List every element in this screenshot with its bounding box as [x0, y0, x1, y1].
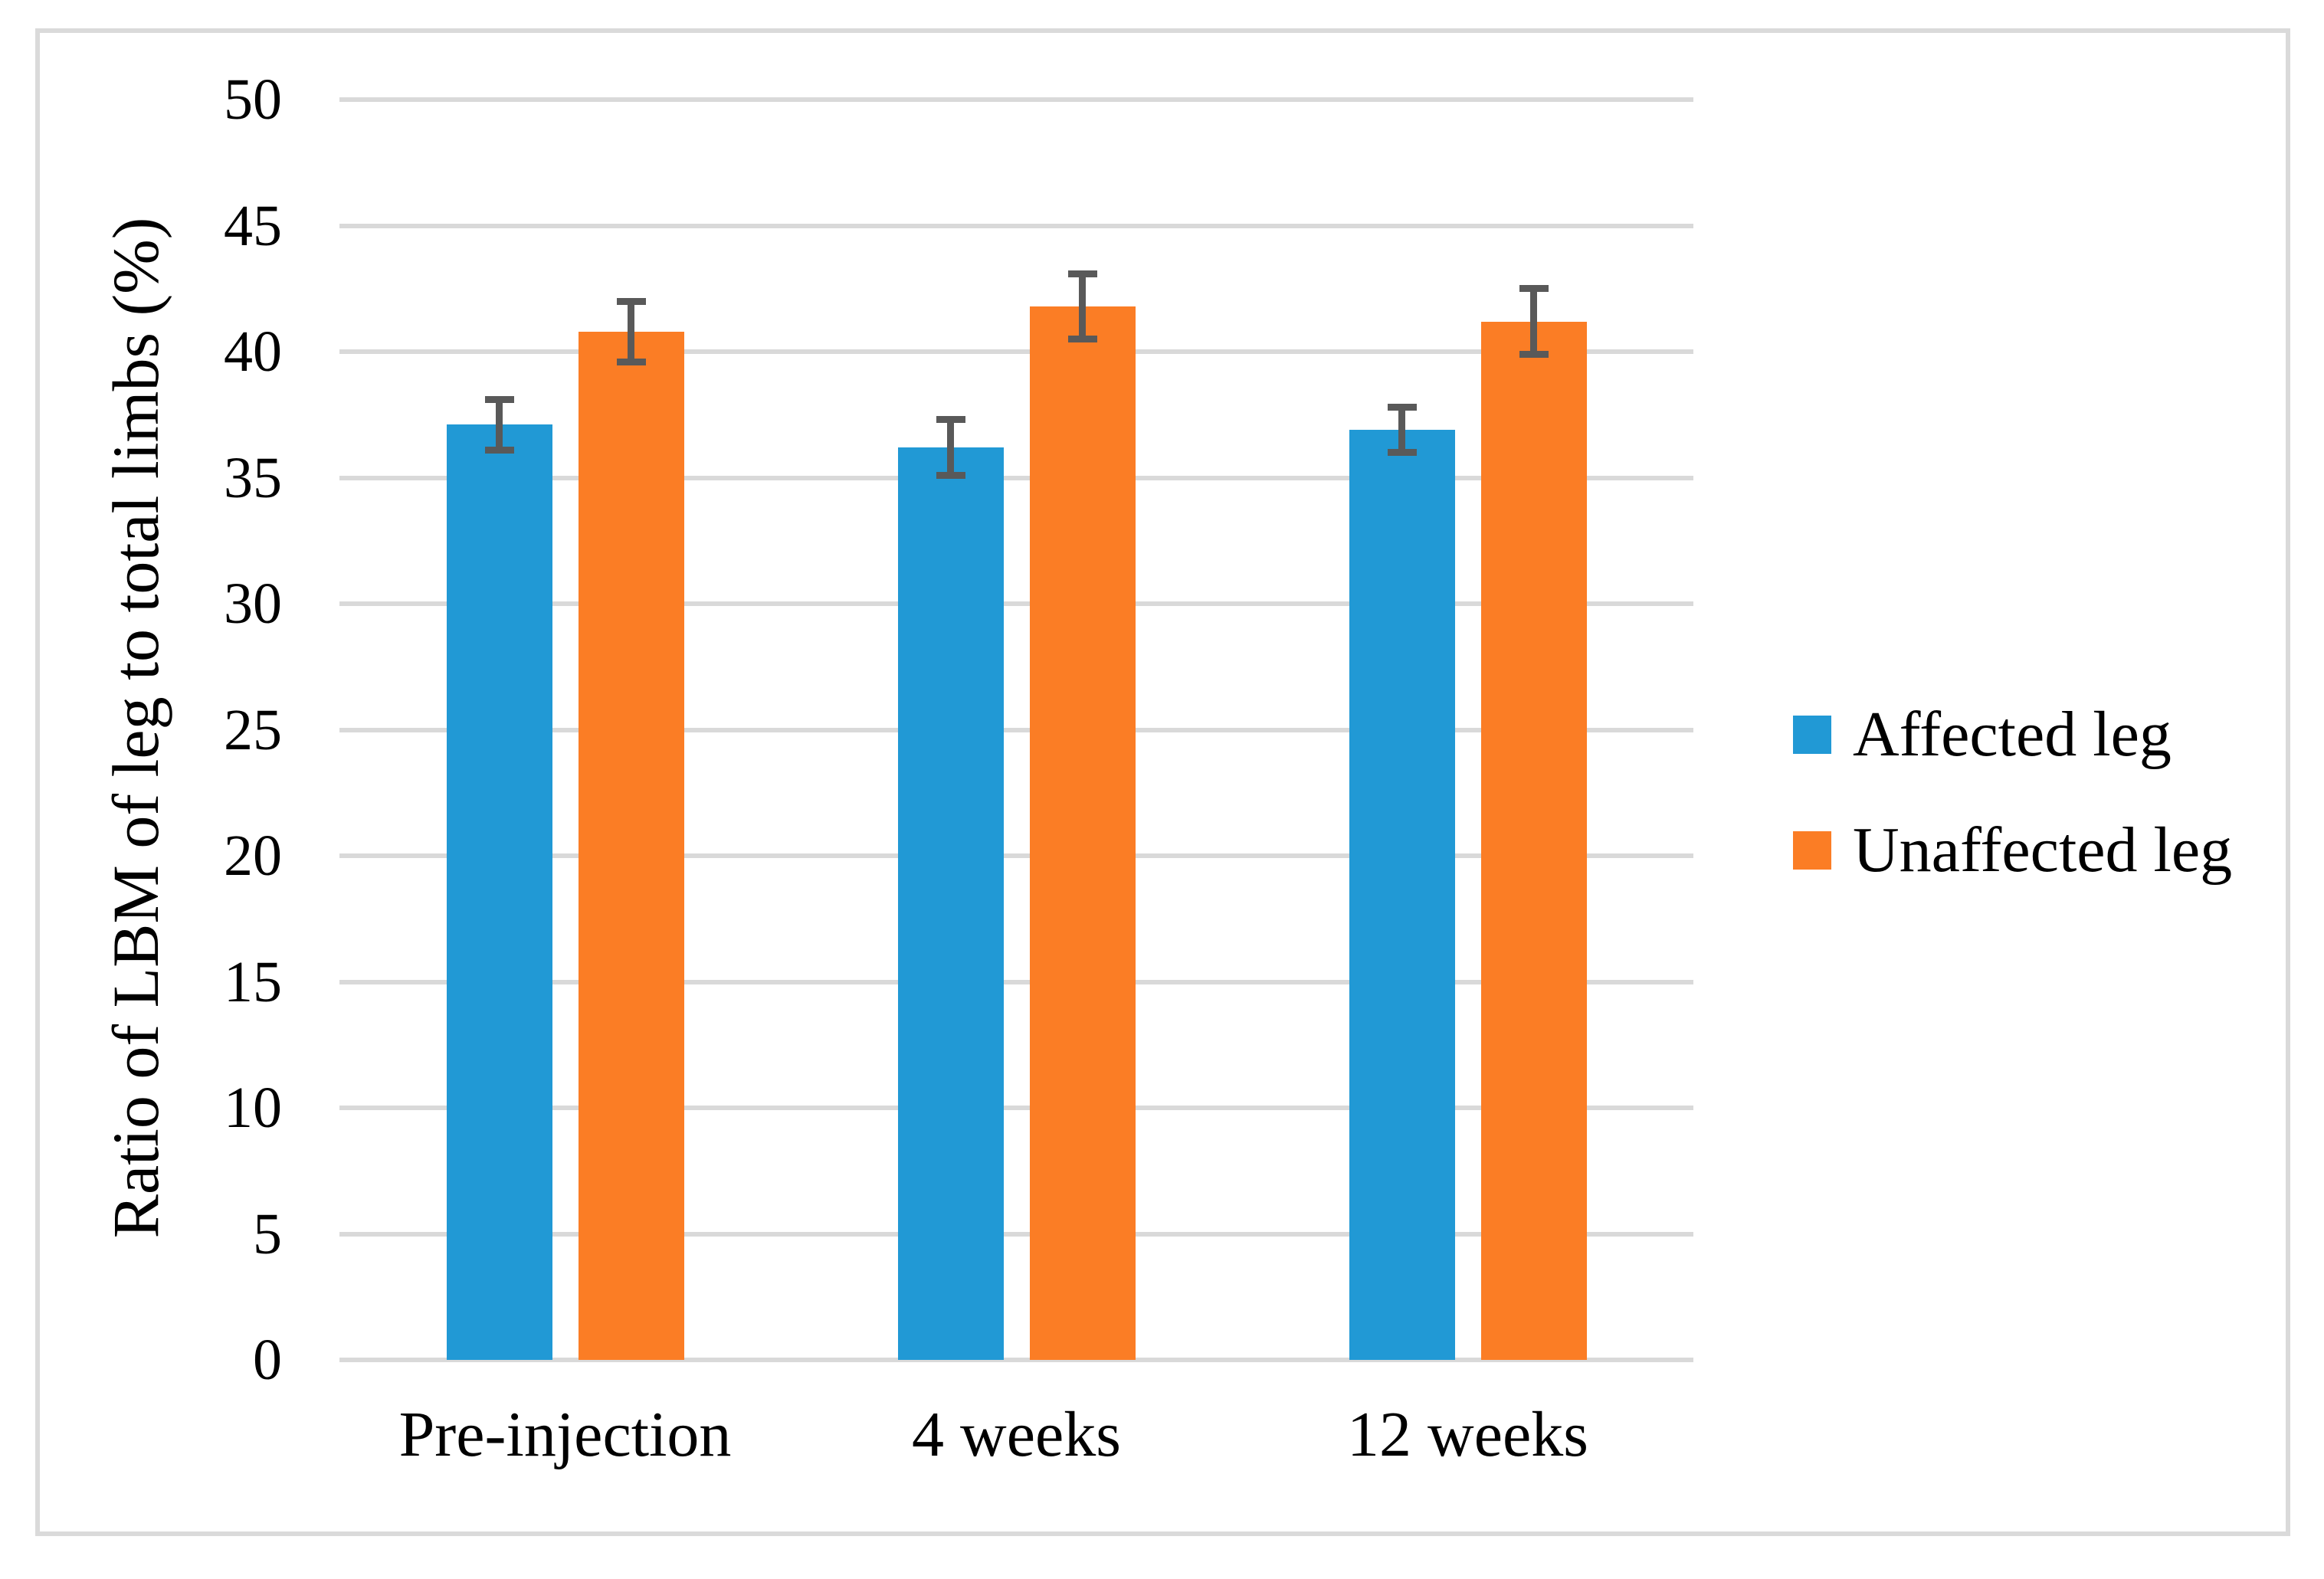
error-whisker-affected-leg-pre-injection — [496, 399, 503, 450]
chart-frame — [35, 28, 2290, 1536]
error-whisker-unaffected-leg-4-weeks — [1079, 274, 1086, 339]
error-cap-top-unaffected-leg-4-weeks — [1067, 270, 1097, 277]
x-category-label-pre-injection: Pre-injection — [398, 1399, 732, 1470]
legend-label-unaffected-leg: Unaffected leg — [1853, 814, 2233, 886]
y-tick-label-0: 0 — [253, 1328, 282, 1392]
error-cap-top-affected-leg-pre-injection — [484, 396, 514, 403]
y-axis-title: Ratio of LBM of leg to total limbs (%) — [99, 217, 172, 1239]
error-cap-bottom-affected-leg-pre-injection — [484, 446, 514, 454]
bar-affected-leg-12-weeks — [1349, 429, 1455, 1360]
bar-affected-leg-pre-injection — [446, 424, 552, 1360]
x-axis-line — [339, 1358, 1693, 1362]
gridline-10 — [339, 1106, 1693, 1110]
error-cap-bottom-unaffected-leg-4-weeks — [1067, 336, 1097, 343]
y-tick-label-45: 45 — [224, 193, 282, 258]
error-cap-top-affected-leg-12-weeks — [1387, 403, 1417, 411]
error-cap-top-affected-leg-4-weeks — [936, 416, 965, 424]
gridline-45 — [339, 223, 1693, 228]
y-tick-label-50: 50 — [224, 67, 282, 132]
gridline-40 — [339, 349, 1693, 354]
y-tick-label-20: 20 — [224, 824, 282, 888]
bar-affected-leg-4-weeks — [897, 447, 1004, 1360]
x-category-label-4-weeks: 4 weeks — [912, 1399, 1121, 1470]
error-cap-bottom-unaffected-leg-12-weeks — [1519, 350, 1549, 358]
legend-item-affected-leg: Affected leg — [1793, 703, 2172, 767]
x-category-label-12-weeks: 12 weeks — [1347, 1399, 1588, 1470]
legend-swatch-affected-leg — [1793, 716, 1831, 754]
gridline-5 — [339, 1231, 1693, 1237]
y-tick-label-15: 15 — [224, 949, 282, 1014]
bar-unaffected-leg-12-weeks — [1480, 321, 1587, 1360]
error-whisker-unaffected-leg-pre-injection — [628, 301, 634, 362]
gridline-50 — [339, 97, 1693, 102]
gridline-25 — [339, 727, 1693, 732]
gridline-30 — [339, 601, 1693, 606]
bar-unaffected-leg-4-weeks — [1029, 306, 1136, 1360]
legend-label-affected-leg: Affected leg — [1853, 699, 2172, 770]
gridline-35 — [339, 475, 1693, 480]
y-tick-label-25: 25 — [224, 697, 282, 762]
error-whisker-affected-leg-12-weeks — [1398, 407, 1405, 453]
error-cap-bottom-unaffected-leg-pre-injection — [616, 358, 646, 365]
error-cap-bottom-affected-leg-12-weeks — [1387, 449, 1417, 457]
legend-item-unaffected-leg: Unaffected leg — [1793, 818, 2232, 883]
error-cap-top-unaffected-leg-pre-injection — [616, 297, 646, 305]
y-tick-label-40: 40 — [224, 319, 282, 384]
y-tick-label-35: 35 — [224, 445, 282, 510]
gridline-20 — [339, 853, 1693, 858]
y-tick-label-5: 5 — [253, 1201, 282, 1266]
y-tick-label-30: 30 — [224, 572, 282, 636]
legend-swatch-unaffected-leg — [1793, 831, 1831, 870]
error-whisker-unaffected-leg-12-weeks — [1530, 288, 1537, 355]
error-cap-top-unaffected-leg-12-weeks — [1519, 285, 1549, 293]
gridline-15 — [339, 979, 1693, 984]
bar-unaffected-leg-pre-injection — [578, 331, 684, 1360]
y-tick-label-10: 10 — [224, 1076, 282, 1140]
error-cap-bottom-affected-leg-4-weeks — [936, 471, 965, 479]
error-whisker-affected-leg-4-weeks — [947, 419, 954, 476]
